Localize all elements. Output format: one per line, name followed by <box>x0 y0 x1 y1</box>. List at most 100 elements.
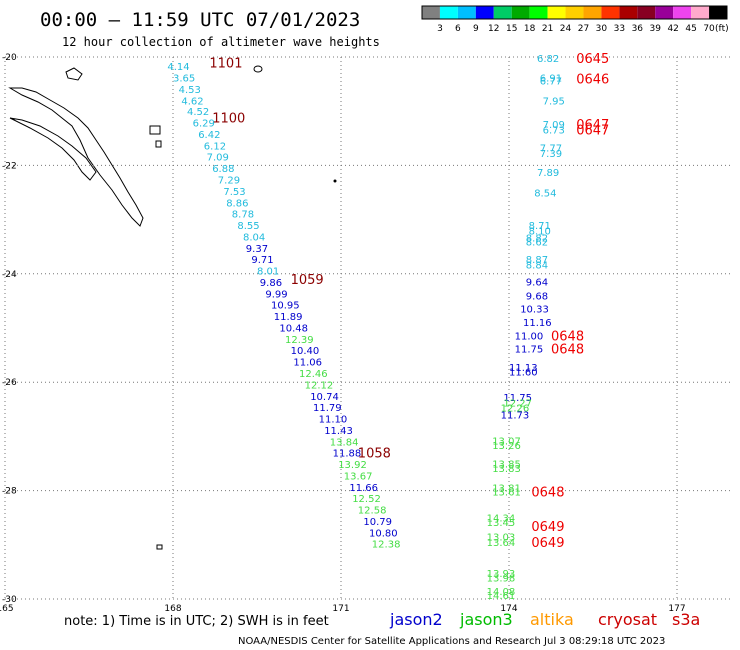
color-scale-label: 33 <box>614 24 625 34</box>
data-points: 4.143.654.534.624.526.296.426.127.096.88… <box>167 54 564 602</box>
wave-height-point: 6.91 <box>540 74 562 85</box>
color-scale-label: 36 <box>632 24 644 34</box>
wave-height-point: 6.73 <box>543 126 565 137</box>
pass-time-label: 1101 <box>209 56 242 71</box>
pass-time-label: 0647 <box>576 124 609 139</box>
color-swatch <box>673 6 692 19</box>
wave-height-point: 6.88 <box>212 164 234 175</box>
color-swatch <box>547 6 566 19</box>
wave-height-point: 6.29 <box>193 119 215 130</box>
wave-height-point: 12.58 <box>358 506 387 517</box>
wave-height-point: 13.26 <box>492 441 521 452</box>
pass-time-label: 0648 <box>531 486 564 501</box>
wave-height-point: 7.77 <box>540 144 562 155</box>
color-swatch <box>601 6 620 19</box>
wave-height-point: 10.40 <box>291 346 320 357</box>
color-scale-unit: (ft) <box>715 24 729 34</box>
wave-height-point: 14.34 <box>487 514 516 525</box>
pass-time-label: 0647 <box>576 118 609 133</box>
wave-height-point: 13.85 <box>492 460 521 471</box>
x-axis-ticks: 165 168 171 174 177 <box>0 604 686 614</box>
color-swatch <box>583 6 602 19</box>
grid <box>4 56 733 600</box>
color-scale-label: 15 <box>506 24 517 34</box>
legend: jason2 jason3 altika cryosat s3a <box>389 610 700 629</box>
pass-time-label: 0649 <box>531 520 564 535</box>
color-scale-label: 3 <box>437 24 443 34</box>
wave-height-point: 9.86 <box>260 278 282 289</box>
wave-height-point: 9.68 <box>526 291 548 302</box>
wave-height-point: 12.27 <box>503 398 532 409</box>
wave-height-point: 11.13 <box>509 363 538 374</box>
wave-height-point: 9.71 <box>251 255 273 266</box>
wave-height-point: 6.42 <box>198 130 220 141</box>
wave-height-point: 8.82 <box>526 233 548 244</box>
pass-time-label: 0649 <box>531 536 564 551</box>
y-tick-label: -30 <box>2 595 17 605</box>
wave-height-point: 12.26 <box>501 404 530 415</box>
wave-height-point: 11.00 <box>515 332 544 343</box>
color-scale-label: 42 <box>667 24 678 34</box>
wave-height-point: 14.08 <box>487 587 516 598</box>
color-scale-label: 27 <box>578 24 589 34</box>
wave-height-point: 14.61 <box>487 591 516 602</box>
coastline <box>8 65 337 550</box>
pass-time-label: 1059 <box>291 273 324 288</box>
pass-time-label: 0648 <box>551 343 584 358</box>
pass-time-label: 0646 <box>576 73 609 88</box>
x-tick-label: 174 <box>500 604 517 614</box>
wave-height-point: 8.54 <box>534 189 556 200</box>
color-scale-label: 21 <box>542 24 553 34</box>
wave-height-point: 11.06 <box>293 358 322 369</box>
color-swatch <box>655 6 674 19</box>
wave-height-point: 10.95 <box>271 301 300 312</box>
color-swatch <box>439 6 458 19</box>
wave-height-point: 8.62 <box>526 237 548 248</box>
wave-height-point: 13.64 <box>487 538 516 549</box>
color-swatch <box>709 6 727 19</box>
wave-height-point: 4.14 <box>167 62 189 73</box>
chart-title: 00:00 — 11:59 UTC 07/01/2023 <box>40 9 360 31</box>
y-axis-ticks: -20 -22 -24 -26 -28 -30 <box>2 53 17 605</box>
wave-height-point: 4.52 <box>187 107 209 118</box>
wave-height-point: 6.12 <box>204 141 226 152</box>
legend-entry-altika: altika <box>530 610 574 629</box>
x-tick-label: 168 <box>164 604 181 614</box>
wave-height-point: 7.95 <box>543 96 565 107</box>
wave-height-point: 8.10 <box>529 226 551 237</box>
wave-height-point: 8.01 <box>257 267 279 278</box>
legend-entry-s3a: s3a <box>672 610 700 629</box>
wave-height-point: 11.75 <box>503 393 532 404</box>
wave-height-point: 7.09 <box>543 120 565 131</box>
wave-height-point: 8.04 <box>243 232 265 243</box>
color-swatch <box>493 6 512 19</box>
wave-height-point: 7.09 <box>207 153 229 164</box>
color-scale: 3 6 9 12 15 18 21 24 27 30 33 36 39 42 45 70 (ft) <box>421 5 729 34</box>
color-scale-label: 24 <box>560 24 572 34</box>
color-swatch <box>565 6 584 19</box>
wave-height-point: 9.37 <box>246 244 268 255</box>
color-swatch <box>457 6 476 19</box>
color-bar-frame <box>421 5 728 20</box>
time-labels: 1101110010591058064506460647064706480648… <box>209 52 609 551</box>
wave-height-point: 4.53 <box>179 85 201 96</box>
wave-height-point: 6.82 <box>537 54 559 65</box>
wave-height-point: 8.87 <box>526 255 548 266</box>
wave-height-point: 8.71 <box>529 221 551 232</box>
wave-height-point: 12.12 <box>305 380 334 391</box>
wave-height-point: 12.46 <box>299 369 328 380</box>
color-scale-label: 70 <box>703 24 715 34</box>
wave-height-point: 12.52 <box>352 494 381 505</box>
x-tick-label: 171 <box>332 604 349 614</box>
y-tick-label: -22 <box>2 161 17 171</box>
wave-height-point: 12.38 <box>372 540 401 551</box>
wave-height-point: 13.45 <box>487 518 516 529</box>
wave-height-point: 8.78 <box>232 210 254 221</box>
pass-time-label: 1100 <box>212 112 245 127</box>
wave-height-point: 13.84 <box>330 437 359 448</box>
color-swatch <box>511 6 530 19</box>
wave-height-point: 9.99 <box>265 289 287 300</box>
color-scale-label: 18 <box>524 24 536 34</box>
wave-height-point: 11.66 <box>349 483 378 494</box>
